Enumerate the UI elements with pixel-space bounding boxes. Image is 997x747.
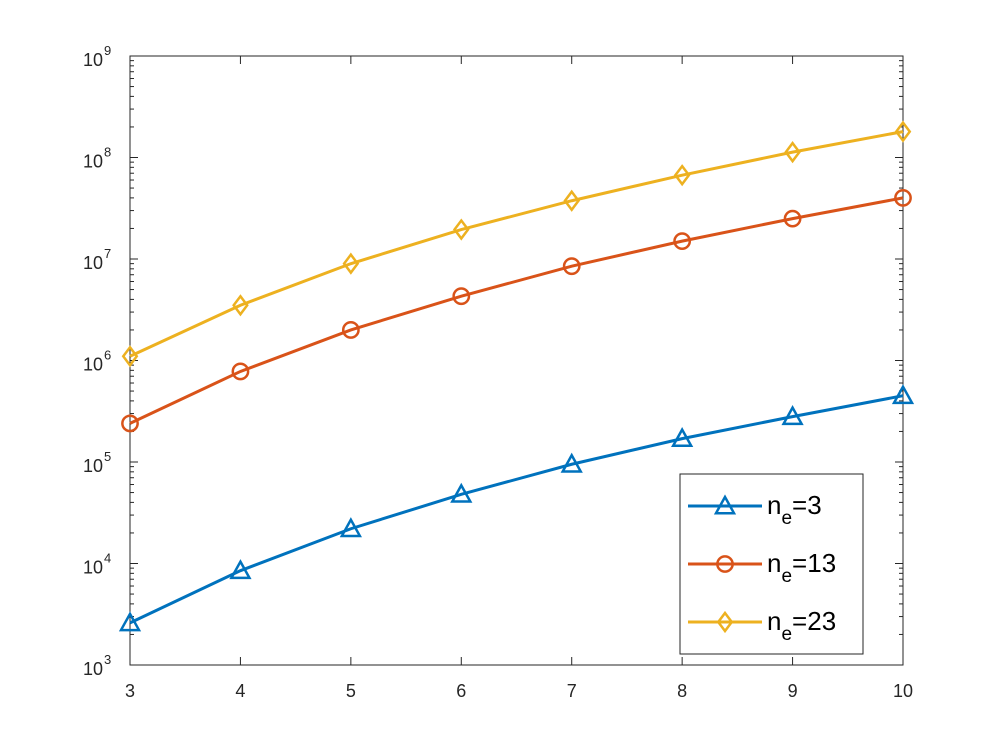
y-tick-label: 10 [83,456,103,476]
legend-marker-diamond [716,610,734,634]
y-tick-label: 10 [83,659,103,679]
data-point-diamond [673,164,691,187]
series-layer [118,120,915,632]
legend-item: ne=3 [688,490,822,529]
x-tick-label: 3 [125,681,135,701]
data-point-triangle [891,384,915,405]
data-point-diamond [121,345,139,368]
data-point-triangle [781,405,804,426]
y-tick-label: 10 [83,152,103,172]
x-tick-label: 8 [677,681,687,701]
y-tick-label: 10 [83,50,103,70]
x-tick-label: 5 [346,681,356,701]
y-tick-label: 10 [83,355,103,375]
x-tick-label: 7 [567,681,577,701]
legend: ne=3 ne=13 ne=23 [679,473,864,655]
x-tick-label: 6 [456,681,466,701]
legend-marker-circle [716,555,734,573]
x-tick-label: 9 [788,681,798,701]
legend-label: ne=13 [767,548,836,587]
data-point-circle [231,362,250,381]
legend-marker-triangle [713,494,737,515]
y-tick-exponent: 4 [104,551,111,566]
y-tick-exponent: 8 [104,145,111,160]
x-tick-label: 10 [893,681,913,701]
data-point-circle [783,209,802,228]
data-point-diamond [894,120,912,143]
series-line [129,196,904,425]
data-point-diamond [784,141,801,164]
y-tick-exponent: 7 [104,246,111,261]
data-point-circle [673,232,692,251]
data-point-triangle [229,559,252,580]
data-point-diamond [232,294,249,317]
series-line [129,130,904,358]
series-circle [121,188,912,433]
data-point-circle [562,257,581,276]
y-tick-exponent: 6 [104,348,111,363]
data-point-triangle [560,452,583,473]
legend-label: ne=3 [767,490,822,529]
series-diamond [121,120,912,368]
data-point-circle [452,287,471,306]
legend-item: ne=13 [688,548,836,587]
series-line [129,394,904,625]
series-triangle [118,384,915,632]
data-point-circle [121,414,139,433]
y-tick-exponent: 3 [104,652,111,667]
data-point-triangle [671,427,694,448]
y-tick-label: 10 [83,253,103,273]
data-point-diamond [452,218,470,241]
data-point-diamond [342,252,360,275]
data-point-triangle [450,482,473,503]
data-point-circle [341,321,360,339]
y-tick-label: 10 [83,558,103,578]
legend-item: ne=23 [688,606,836,645]
x-tick-label: 4 [235,681,245,701]
data-point-diamond [563,189,581,212]
data-point-triangle [339,517,362,538]
y-tick-exponent: 9 [104,43,111,58]
data-point-circle [894,188,912,207]
y-tick-exponent: 5 [104,449,111,464]
legend-label: ne=23 [767,606,836,645]
data-point-triangle [118,611,142,632]
